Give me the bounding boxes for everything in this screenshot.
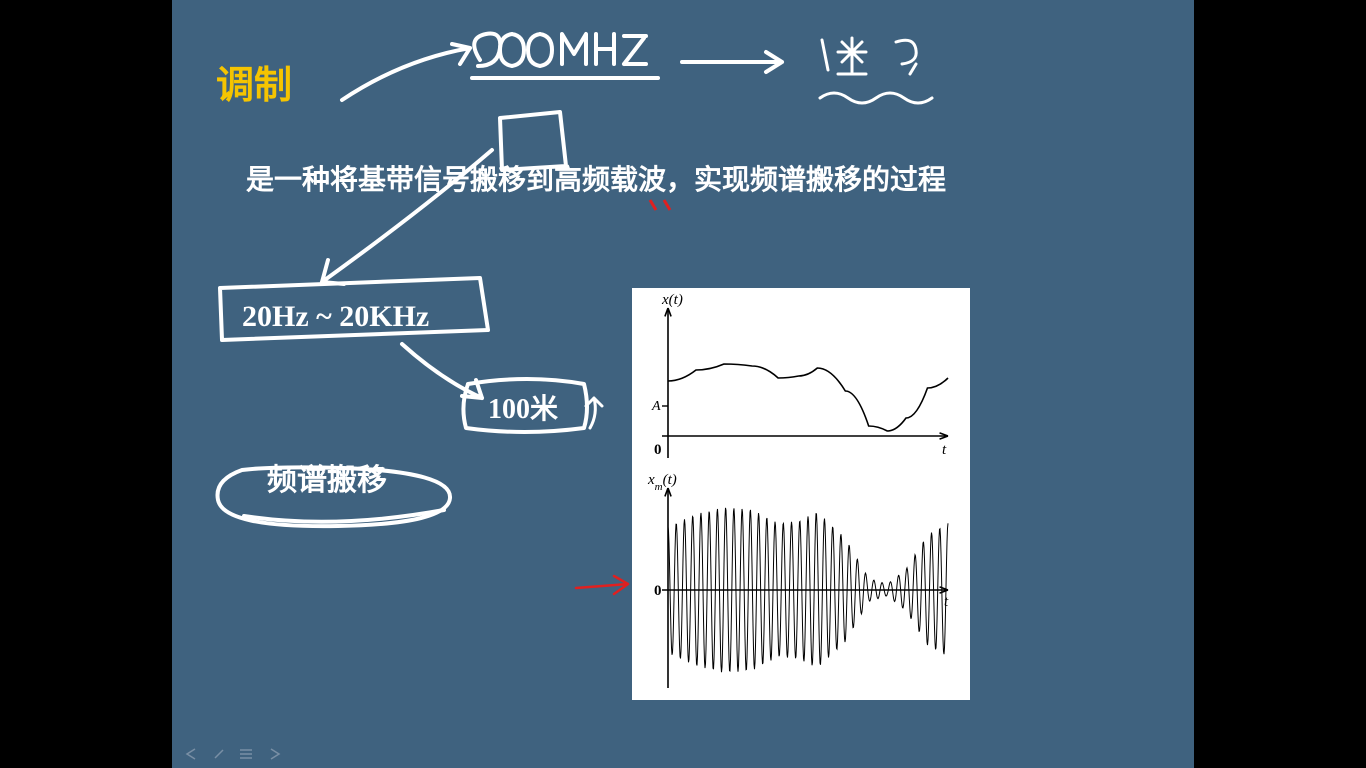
svg-text:20Hz ~ 20KHz: 20Hz ~ 20KHz [242, 300, 429, 333]
slide-stage: 调制 是一种将基带信号搬移到高频载波，实现频谱搬移的过程 频谱搬移 20Hz ~… [172, 0, 1194, 768]
svg-text:0: 0 [654, 583, 662, 599]
figure-svg: x(t) A 0 t xm(t) 0 t [632, 288, 970, 700]
svg-text:t: t [944, 594, 949, 610]
svg-text:xm(t): xm(t) [647, 472, 677, 493]
slide-subtitle: 是一种将基带信号搬移到高频载波，实现频谱搬移的过程 [246, 158, 946, 198]
slide-title: 调制 [216, 54, 292, 109]
svg-text:A: A [651, 399, 661, 414]
nav-back-icon[interactable] [185, 748, 199, 760]
modulation-figure: x(t) A 0 t xm(t) 0 t [632, 288, 970, 700]
nav-menu-icon[interactable] [239, 748, 253, 760]
slide-nav [185, 748, 281, 760]
svg-text:0: 0 [654, 442, 662, 458]
svg-text:t: t [942, 442, 947, 458]
svg-text:100米: 100米 [488, 393, 558, 425]
nav-fwd-icon[interactable] [267, 748, 281, 760]
svg-text:x(t): x(t) [661, 292, 683, 308]
nav-pen-icon[interactable] [213, 748, 225, 760]
spectrum-shift-label: 频谱搬移 [267, 455, 387, 499]
